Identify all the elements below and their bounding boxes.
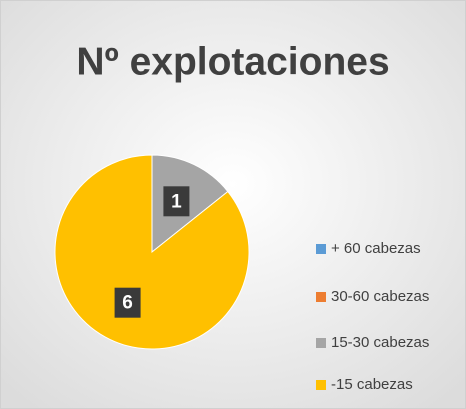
legend-label: + 60 cabezas (331, 240, 421, 257)
legend-swatch (316, 244, 326, 254)
legend-swatch (316, 292, 326, 302)
pie-slice (151, 154, 229, 254)
legend-label: 15-30 cabezas (331, 334, 429, 351)
legend-label: 30-60 cabezas (331, 288, 429, 305)
data-label-box (114, 287, 141, 318)
data-label: 6 (122, 293, 133, 314)
data-label-box (163, 186, 190, 217)
legend-swatch (316, 380, 326, 390)
legend-swatch (316, 338, 326, 348)
legend-label: -15 cabezas (331, 376, 413, 393)
data-label: 1 (171, 191, 182, 212)
pie-slice (54, 154, 250, 350)
chart-title: Nº explotaciones (76, 40, 389, 83)
